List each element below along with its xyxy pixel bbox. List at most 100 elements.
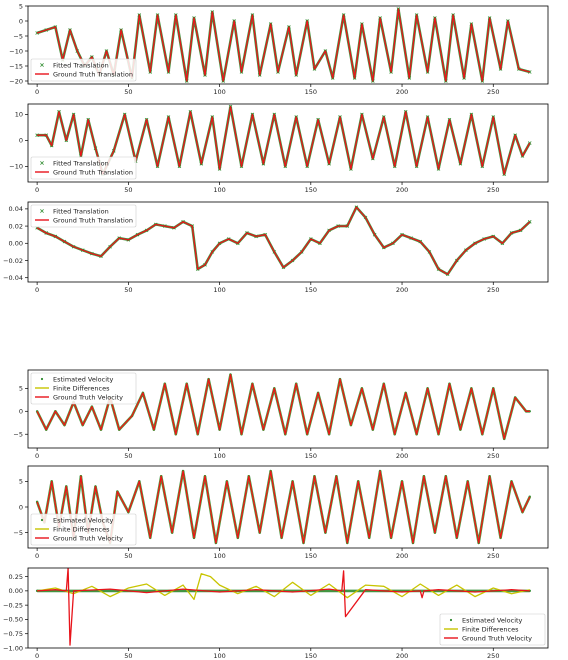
axes-frame <box>27 567 549 649</box>
x-tick-label: 250 <box>487 552 499 560</box>
y-tick-label: −0.50 <box>3 616 23 624</box>
plot-area <box>35 469 531 545</box>
y-tick-label: −15 <box>9 62 23 70</box>
y-tick-label: −0.25 <box>3 601 23 609</box>
x-tick-label: 0 <box>35 88 39 96</box>
legend-label: Fitted Translation <box>53 207 109 215</box>
x-tick-label: 150 <box>305 452 317 460</box>
y-tick-label: 10 <box>15 111 23 119</box>
legend-label: Fitted Translation <box>53 159 109 167</box>
x-tick-label: 250 <box>487 452 499 460</box>
legend-label: Ground Truth Translation <box>53 216 133 224</box>
x-tick-label: 100 <box>213 286 225 294</box>
x-tick-label: 200 <box>396 552 408 560</box>
series-line-2 <box>36 573 530 601</box>
series-line-2 <box>36 206 531 275</box>
legend-x-swatch <box>40 209 44 213</box>
subplot-6: 0 50 100 150 200 250 0.25 0.00 −0.25 −0.50 −0.75 −1… <box>3 567 549 660</box>
legend-label: Estimated Velocity <box>53 375 114 383</box>
x-tick-label: 0 <box>35 452 39 460</box>
legend-box <box>30 58 137 82</box>
x-tick-label: 200 <box>396 286 408 294</box>
x-tick-label: 50 <box>124 88 132 96</box>
y-tick-label: −5 <box>13 431 23 439</box>
legend-box <box>439 613 546 646</box>
x-tick-label: 50 <box>124 452 132 460</box>
plot-area <box>35 568 531 646</box>
series-line-3 <box>36 470 531 544</box>
x-tick-label: 50 <box>124 552 132 560</box>
y-tick-label: 0.00 <box>9 240 23 248</box>
y-tick-label: 0.04 <box>9 205 23 213</box>
y-tick-label: −10 <box>9 47 23 55</box>
x-tick-label: 100 <box>213 552 225 560</box>
x-tick-label: 200 <box>396 88 408 96</box>
y-tick-label: 0.00 <box>9 587 23 595</box>
x-tick-label: 200 <box>396 186 408 194</box>
y-tick-label: −5 <box>13 529 23 537</box>
x-tick-label: 200 <box>396 652 408 660</box>
y-tick-label: 5 <box>19 385 23 393</box>
x-tick-label: 100 <box>213 652 225 660</box>
legend-box <box>30 372 137 405</box>
x-tick-label: 150 <box>305 186 317 194</box>
x-tick-label: 250 <box>487 186 499 194</box>
series-line-2 <box>36 8 530 82</box>
legend-label: Ground Truth Velocity <box>462 634 532 642</box>
y-tick-label: 5 <box>19 478 23 486</box>
x-tick-label: 100 <box>213 186 225 194</box>
y-tick-label: −20 <box>9 77 23 85</box>
y-tick-label: 0 <box>19 137 23 145</box>
legend-label: Ground Truth Translation <box>53 168 133 176</box>
x-tick-label: 100 <box>213 88 225 96</box>
y-tick-label: 0 <box>19 503 23 511</box>
y-tick-label: −0.04 <box>3 274 23 282</box>
legend-box <box>30 204 137 228</box>
axes-frame <box>27 5 549 85</box>
x-tick-label: 50 <box>124 652 132 660</box>
x-tick-label: 150 <box>305 652 317 660</box>
x-tick-label: 150 <box>305 552 317 560</box>
legend-label: Estimated Velocity <box>462 616 523 624</box>
y-tick-label: −10 <box>9 163 23 171</box>
x-tick-label: 250 <box>487 88 499 96</box>
y-tick-label: −5 <box>13 32 23 40</box>
legend-dot-swatch <box>449 618 453 622</box>
axes-frame <box>27 201 549 283</box>
axes-frame <box>27 369 549 449</box>
legend-label: Fitted Translation <box>53 61 109 69</box>
y-tick-label: 0 <box>19 408 23 416</box>
axes-frame <box>27 103 549 183</box>
legend-label: Ground Truth Translation <box>53 70 133 78</box>
x-tick-label: 150 <box>305 286 317 294</box>
y-tick-label: −0.02 <box>3 257 23 265</box>
legend-label: Ground Truth Velocity <box>53 534 123 542</box>
legend-x-swatch <box>40 63 44 67</box>
plot-area <box>35 104 532 176</box>
x-tick-label: 200 <box>396 452 408 460</box>
legend-dot-swatch <box>40 518 44 522</box>
legend-label: Ground Truth Velocity <box>53 393 123 401</box>
legend-label: Estimated Velocity <box>53 516 114 524</box>
x-tick-label: 50 <box>124 186 132 194</box>
plot-area <box>35 205 532 277</box>
x-tick-label: 0 <box>35 186 39 194</box>
series-line-3 <box>37 568 530 646</box>
legend-label: Finite Differences <box>53 384 110 392</box>
y-tick-label: −0.75 <box>3 630 23 638</box>
legend-label: Finite Differences <box>53 525 110 533</box>
series-line-2 <box>37 105 531 175</box>
x-tick-label: 250 <box>487 286 499 294</box>
y-tick-label: 5 <box>19 2 23 10</box>
x-tick-label: 150 <box>305 88 317 96</box>
